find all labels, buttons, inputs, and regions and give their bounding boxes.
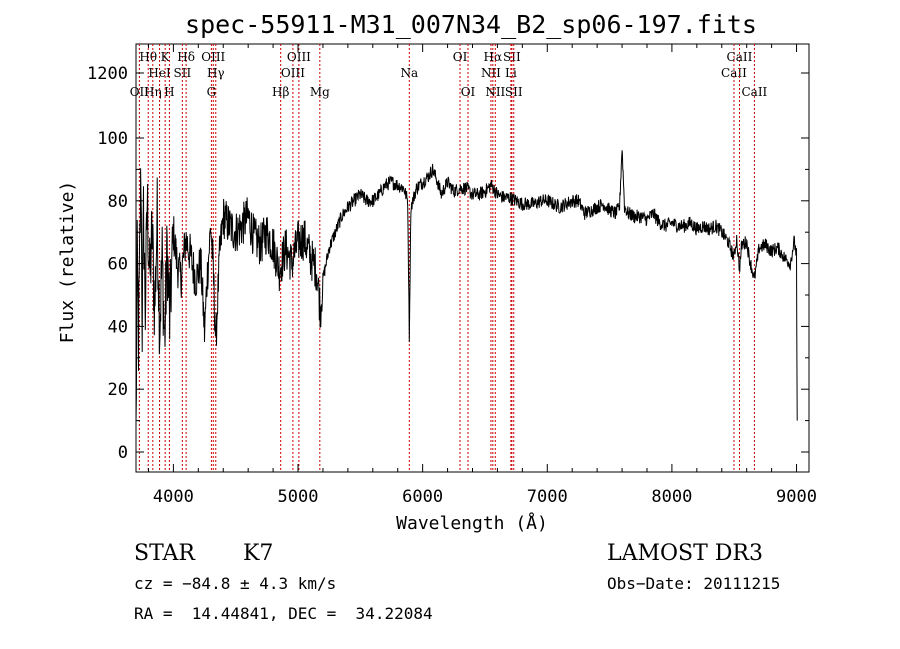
line-marker-label: OI [453,50,468,64]
line-marker-label: Hη [144,85,162,99]
line-marker-label: Li [505,66,517,80]
line-marker-label: Hβ [272,85,289,99]
y-tick-label: 20 [108,380,128,400]
y-axis-label: Flux (relative) [57,181,78,344]
cz-value: cz = −84.8 ± 4.3 km/s [134,574,337,593]
line-marker-label: Hγ [207,66,225,80]
line-marker-label: Hα [484,50,503,64]
x-tick-label: 7000 [527,487,568,507]
plot-frame [135,43,810,473]
coordinates: RA = 14.44841, DEC = 34.22084 [134,604,433,623]
line-marker-label: Hδ [177,50,195,64]
x-tick-label: 6000 [402,487,443,507]
y-tick-label: 0 [118,443,128,463]
y-tick-label: 100 [97,129,128,149]
line-marker-label: NII [481,66,501,80]
line-marker-label: CaII [721,66,747,80]
line-marker-label: SII [505,85,523,99]
y-axis: 0 20 40 60 80 100 1200 [87,64,809,463]
y-tick-label: 80 [108,192,128,212]
line-marker-label: SII [503,50,521,64]
class-label: STAR [134,541,195,566]
subclass-label: K7 [243,541,274,566]
x-tick-label: 9000 [776,487,817,507]
y-tick-label: 60 [108,255,128,275]
line-marker-label: OIII [201,50,225,64]
x-axis: 4000 5000 6000 7000 8000 9000 [147,44,817,507]
line-marker-label: OII [130,85,150,99]
line-marker-label: Mg [310,85,330,99]
x-axis-label: Wavelength (Å) [396,512,548,534]
spectrum-series [135,150,798,423]
x-tick-label: 8000 [651,487,692,507]
line-marker-label: CaII [727,50,753,64]
x-tick-label: 4000 [153,487,194,507]
line-marker-label: OI [461,85,476,99]
line-marker-label: SII [174,66,192,80]
line-marker-label: CaII [741,85,767,99]
obs-date: Obs−Date: 20111215 [607,574,781,593]
y-tick-label: 1200 [87,64,128,84]
line-marker-label: K [161,50,171,64]
line-marker-label: Na [400,66,418,80]
line-marker-label: H [164,85,174,99]
line-marker-label: G [207,85,217,99]
survey-label: LAMOST DR3 [607,541,763,566]
line-marker-label: OIII [281,66,305,80]
x-tick-label: 5000 [278,487,319,507]
spectrum-line [135,150,798,423]
y-tick-label: 40 [108,317,128,337]
line-marker-label: HeI [148,66,171,80]
line-marker-label: OIII [287,50,311,64]
line-marker-label: NII [485,85,505,99]
line-marker-label: Hθ [139,50,157,64]
chart-title: spec-55911-M31_007N34_B2_sp06-197.fits [185,10,757,39]
